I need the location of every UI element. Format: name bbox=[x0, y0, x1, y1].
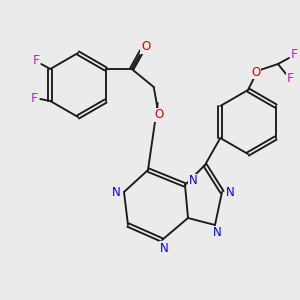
Text: F: F bbox=[31, 92, 38, 106]
Text: F: F bbox=[286, 71, 294, 85]
Text: N: N bbox=[189, 175, 197, 188]
Text: N: N bbox=[213, 226, 221, 239]
Text: O: O bbox=[251, 65, 261, 79]
Text: F: F bbox=[33, 55, 40, 68]
Text: N: N bbox=[226, 185, 234, 199]
Text: O: O bbox=[141, 40, 150, 53]
Text: N: N bbox=[112, 185, 120, 199]
Text: F: F bbox=[290, 47, 298, 61]
Text: N: N bbox=[160, 242, 168, 254]
Text: O: O bbox=[154, 109, 163, 122]
